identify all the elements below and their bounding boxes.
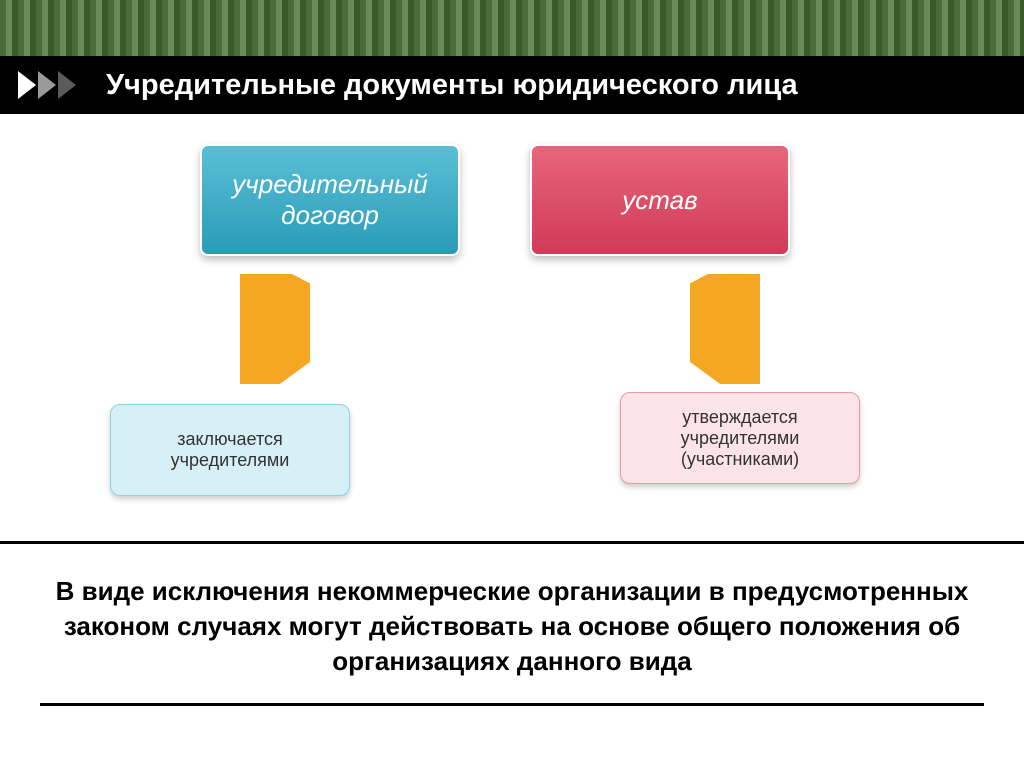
divider	[0, 541, 1024, 544]
node-label: заключается учредителями	[121, 429, 339, 471]
diagram-area: учредительный договор устав заключается …	[0, 114, 1024, 544]
node-label: утверждается учредителями (участниками)	[631, 407, 849, 470]
arrow-icon	[690, 274, 760, 384]
node-concluded: заключается учредителями	[110, 404, 350, 496]
node-contract: учредительный договор	[200, 144, 460, 256]
chevron-icon	[58, 71, 76, 99]
footer-area: В виде исключения некоммерческие организ…	[0, 544, 1024, 736]
title-bar: Учредительные документы юридического лиц…	[0, 56, 1024, 114]
chevron-icon	[18, 71, 36, 99]
page-title: Учредительные документы юридического лиц…	[106, 69, 798, 102]
arrow-icon	[240, 274, 310, 384]
chevron-group	[18, 71, 76, 99]
node-charter: устав	[530, 144, 790, 256]
node-approved: утверждается учредителями (участниками)	[620, 392, 860, 484]
chevron-icon	[38, 71, 56, 99]
top-decorative-pattern	[0, 0, 1024, 56]
divider	[40, 703, 984, 706]
node-label: устав	[622, 185, 697, 216]
footer-text: В виде исключения некоммерческие организ…	[40, 574, 984, 679]
node-label: учредительный договор	[212, 169, 448, 231]
